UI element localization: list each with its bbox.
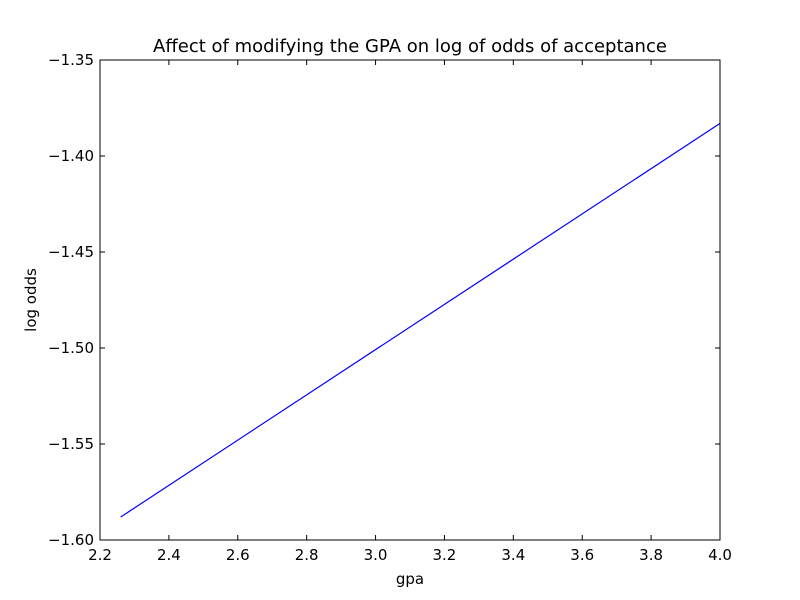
y-tick-label: −1.45 [48, 243, 94, 261]
x-tick-label: 2.8 [295, 546, 319, 564]
x-tick-label: 2.6 [226, 546, 250, 564]
x-axis-label: gpa [396, 570, 424, 588]
ticks-layer: 2.2 2.4 2.6 2.8 3.0 3.2 3.4 3.6 3.8 4.0 −1.60 −1.55… [48, 51, 732, 564]
x-tick-label: 3.2 [433, 546, 457, 564]
y-axis-label: log odds [22, 268, 40, 332]
y-tick-label: −1.60 [48, 531, 94, 549]
plot-area [100, 60, 720, 540]
x-tick-label: 2.4 [157, 546, 181, 564]
y-tick-label: −1.35 [48, 51, 94, 69]
y-tick-label: −1.40 [48, 147, 94, 165]
x-tick-label: 4.0 [708, 546, 732, 564]
series-line [120, 122, 721, 518]
chart-title: Affect of modifying the GPA on log of od… [153, 36, 667, 57]
y-tick-label: −1.50 [48, 339, 94, 357]
x-tick-label: 3.6 [570, 546, 594, 564]
x-tick-label: 3.4 [501, 546, 525, 564]
plot-frame [99, 59, 721, 541]
x-tick-label: 2.2 [88, 546, 112, 564]
x-tick-label: 3.8 [639, 546, 663, 564]
y-tick-label: −1.55 [48, 435, 94, 453]
x-tick-label: 3.0 [364, 546, 388, 564]
series-layer [120, 122, 721, 518]
